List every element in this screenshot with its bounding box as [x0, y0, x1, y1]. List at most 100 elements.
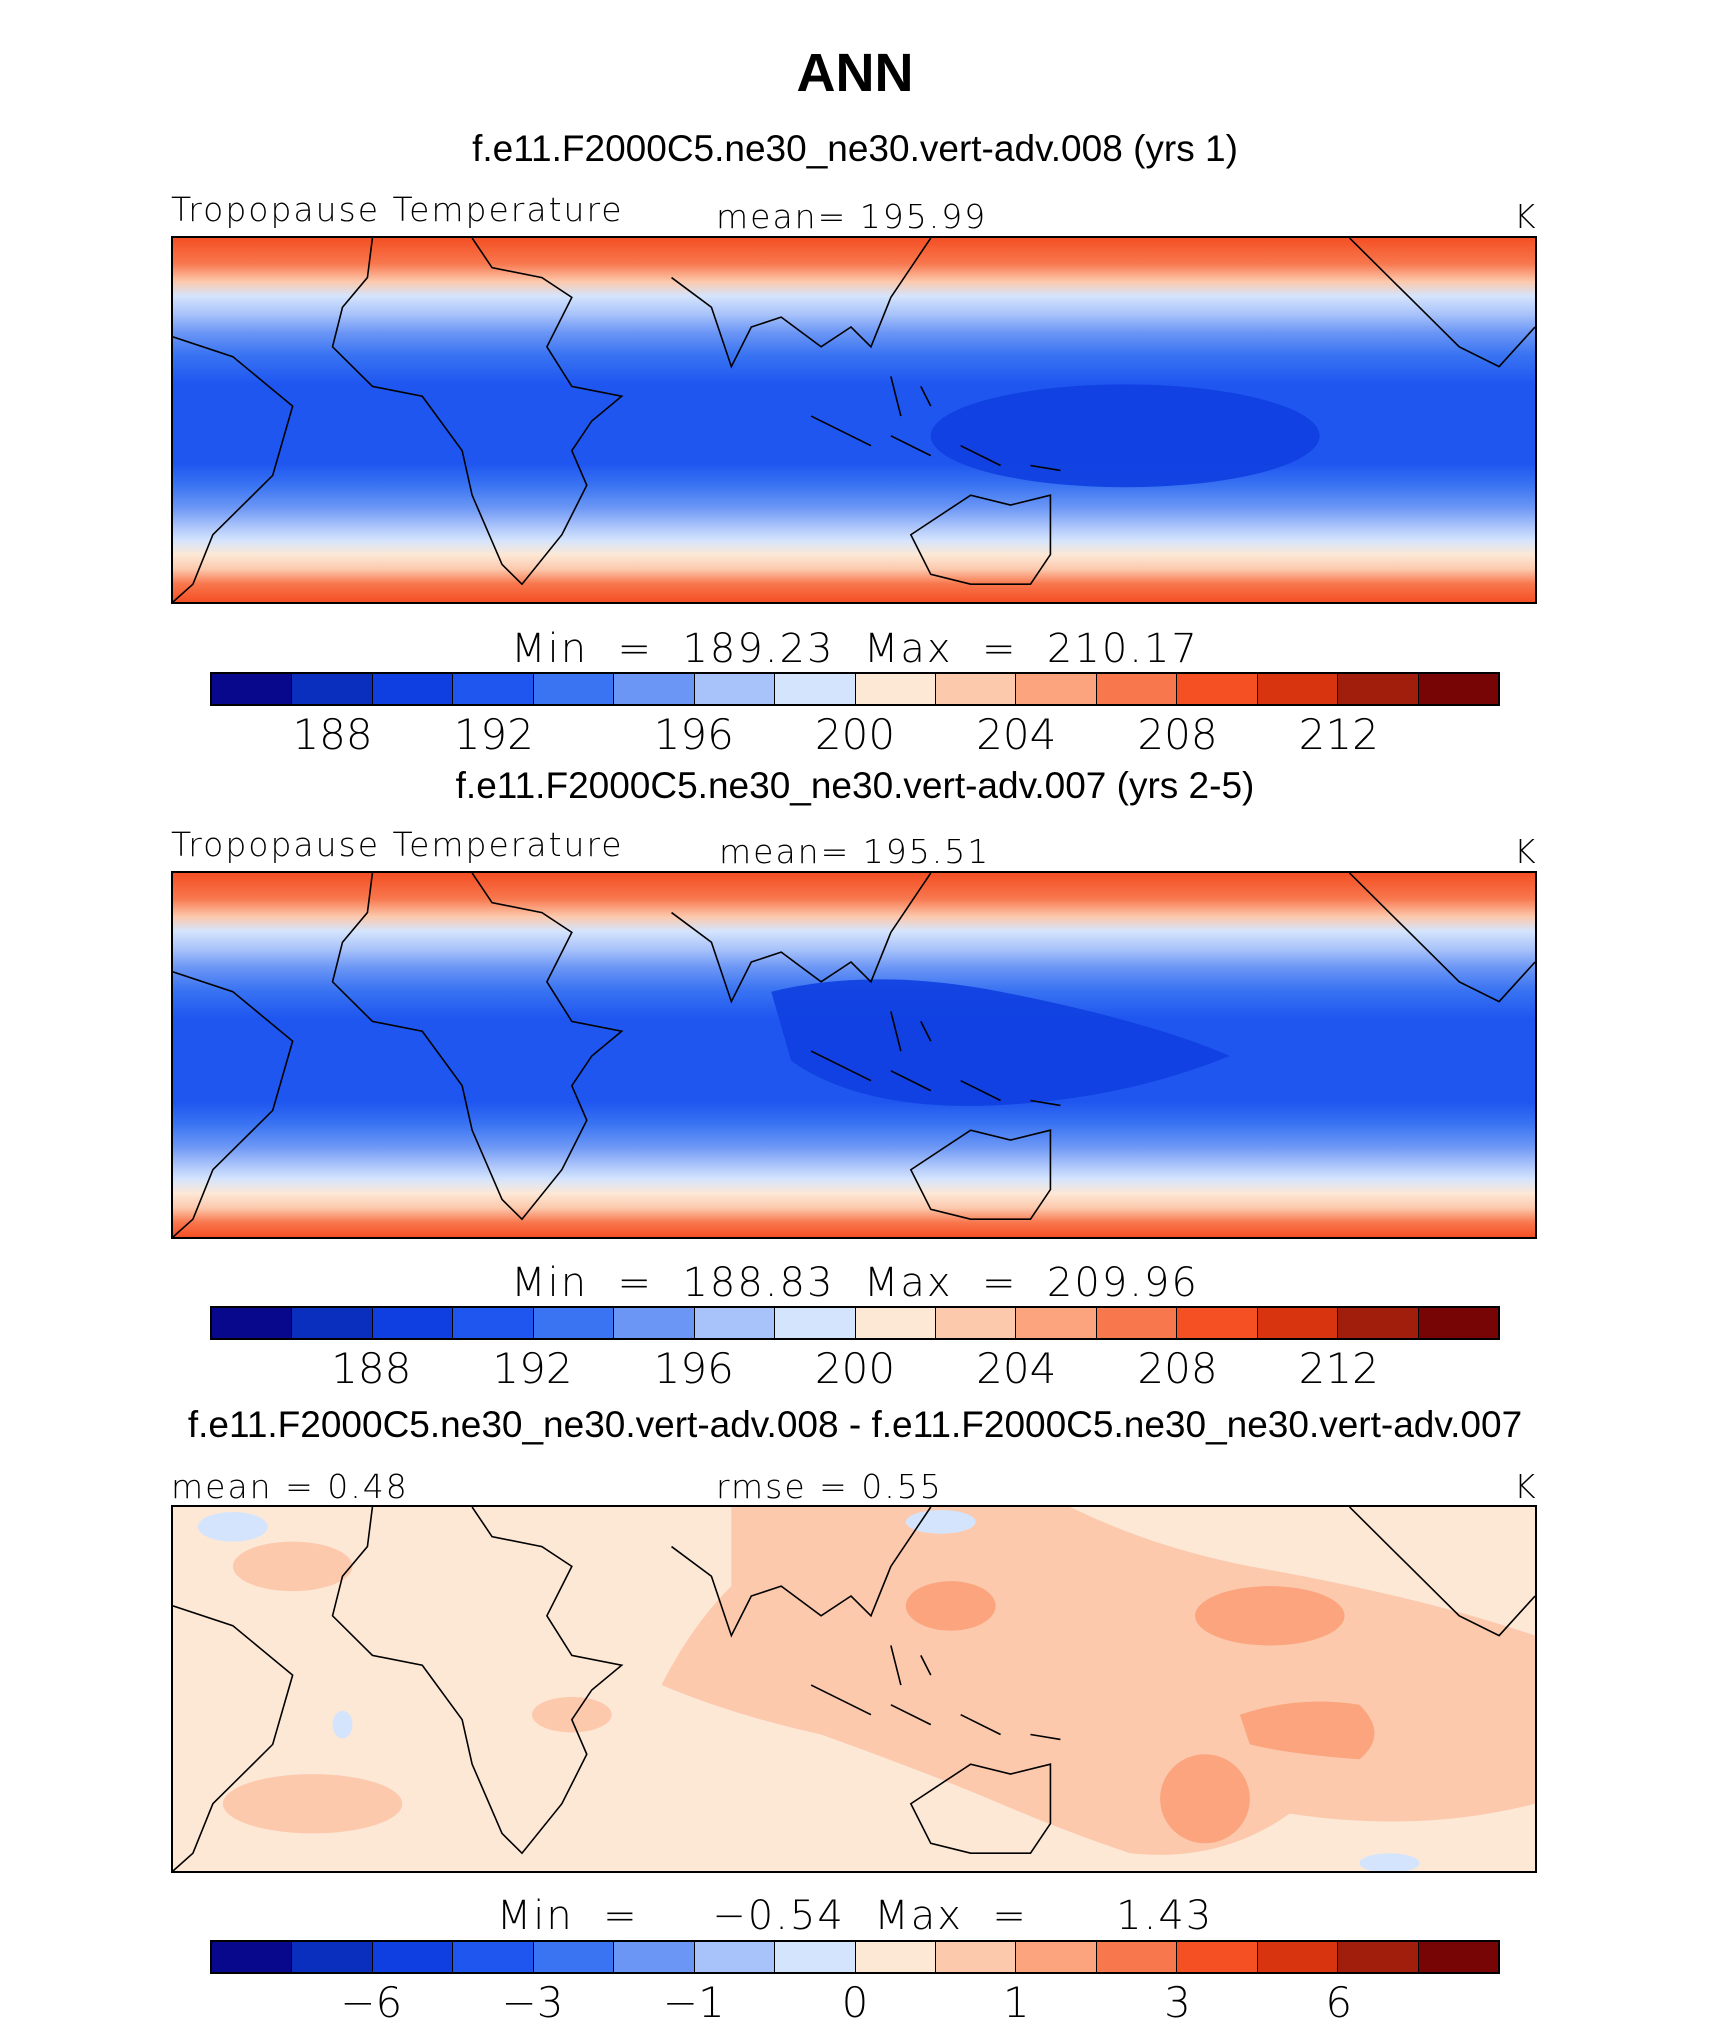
- panel-3-mean-label: mean = 0.48: [171, 1467, 409, 1506]
- panel-1-minmax: Min = 189.23 Max = 210.17: [511, 626, 1199, 672]
- tick-label: 204: [976, 1344, 1057, 1393]
- tick-label: 192: [453, 710, 534, 759]
- panel-1-title: f.e11.F2000C5.ne30_ne30.vert-adv.008 (yr…: [472, 128, 1238, 169]
- tick-label: −3: [501, 1978, 564, 2027]
- tick-label: 196: [653, 710, 734, 759]
- tick-label: −1: [662, 1978, 725, 2027]
- panel-2-minmax: Min = 188.83 Max = 209.96: [511, 1260, 1199, 1306]
- colorbar-cell: [1177, 674, 1258, 704]
- colorbar-cell: [212, 1942, 293, 1972]
- panel-1-variable-label: Tropopause Temperature: [171, 190, 624, 229]
- panel-1-warm-pool-minimum: [930, 384, 1320, 488]
- tick-label: 208: [1137, 710, 1218, 759]
- panel-2-colorbar: [210, 1306, 1500, 1340]
- panel-2-units: K: [1514, 832, 1538, 871]
- tick-label: 1: [1002, 1978, 1030, 2027]
- tick-label: 208: [1137, 1344, 1218, 1393]
- colorbar-cell: [1096, 1942, 1178, 1972]
- tick-label: 0: [841, 1978, 869, 2027]
- colorbar-cell: [855, 674, 936, 704]
- tick-label: 192: [492, 1344, 573, 1393]
- colorbar-cell: [775, 1942, 856, 1972]
- colorbar-cell: [775, 674, 856, 704]
- colorbar-cell: [372, 674, 454, 704]
- panel-3-map: [171, 1505, 1537, 1873]
- colorbar-cell: [533, 1308, 615, 1338]
- colorbar-cell: [453, 1942, 534, 1972]
- colorbar-cell: [1418, 674, 1498, 704]
- panel-3-negative-anomalies: [197, 1509, 1420, 1871]
- colorbar-cell: [935, 1942, 1017, 1972]
- tick-label: 204: [976, 710, 1057, 759]
- colorbar-cell: [533, 1942, 615, 1972]
- tick-label: 212: [1298, 710, 1379, 759]
- panel-2-mean-label: mean= 195.51: [719, 832, 991, 871]
- colorbar-cell: [1096, 674, 1178, 704]
- panel-2-coastlines: [173, 873, 1535, 1237]
- tick-label: 196: [653, 1344, 734, 1393]
- panel-2-title: f.e11.F2000C5.ne30_ne30.vert-adv.007 (yr…: [455, 765, 1255, 806]
- panel-3-colorbar: [210, 1940, 1500, 1974]
- colorbar-cell: [775, 1308, 856, 1338]
- colorbar-cell: [935, 674, 1017, 704]
- colorbar-cell: [453, 674, 534, 704]
- colorbar-cell: [292, 1308, 373, 1338]
- panel-3-coastlines: [173, 1507, 1535, 1871]
- tick-label: 188: [331, 1344, 412, 1393]
- colorbar-cell: [533, 674, 615, 704]
- panel-3-rmse-label: rmse = 0.55: [716, 1467, 943, 1506]
- tick-label: 188: [292, 710, 373, 759]
- colorbar-cell: [1418, 1942, 1498, 1972]
- tick-label: 200: [814, 710, 896, 759]
- colorbar-cell: [1016, 674, 1097, 704]
- colorbar-cell: [694, 1942, 776, 1972]
- panel-1-map: [171, 236, 1537, 604]
- panel-3-strong-positive-anomalies: [905, 1581, 1375, 1844]
- colorbar-cell: [1257, 1942, 1339, 1972]
- panel-2-map: [171, 871, 1537, 1239]
- colorbar-cell: [614, 674, 695, 704]
- tick-label: 212: [1298, 1344, 1379, 1393]
- colorbar-cell: [1257, 1308, 1339, 1338]
- panel-1-colorbar-ticks: 188 192 196 200 204 208 212: [210, 710, 1500, 759]
- colorbar-cell: [855, 1942, 936, 1972]
- panel-2-warm-pool-minimum: [771, 979, 1230, 1106]
- colorbar-cell: [212, 674, 293, 704]
- panel-3-minmax: Min = −0.54 Max = 1.43: [496, 1893, 1214, 1939]
- tick-label: −6: [340, 1978, 403, 2027]
- colorbar-cell: [694, 674, 776, 704]
- panel-3-title: f.e11.F2000C5.ne30_ne30.vert-adv.008 - f…: [187, 1404, 1523, 1445]
- colorbar-cell: [1418, 1308, 1498, 1338]
- panel-2-colorbar-ticks: 188 192 196 200 204 208 212: [210, 1344, 1500, 1393]
- panel-2-variable-label: Tropopause Temperature: [171, 825, 624, 864]
- tick-label: 3: [1164, 1978, 1191, 2027]
- colorbar-cell: [1338, 1308, 1419, 1338]
- tick-label: 200: [814, 1344, 896, 1393]
- colorbar-cell: [1177, 1942, 1258, 1972]
- colorbar-cell: [1016, 1308, 1097, 1338]
- panel-3-units: K: [1514, 1467, 1538, 1506]
- colorbar-cell: [1096, 1308, 1178, 1338]
- panel-3-colorbar-ticks: −6 −3 −1 0 1 3 6: [210, 1978, 1500, 2027]
- colorbar-cell: [1016, 1942, 1097, 1972]
- tick-label: 6: [1325, 1978, 1353, 2027]
- panel-1-coastlines: [173, 238, 1535, 602]
- colorbar-cell: [1257, 674, 1339, 704]
- colorbar-cell: [292, 1942, 373, 1972]
- panel-1-field: [173, 238, 1535, 602]
- colorbar-cell: [453, 1308, 534, 1338]
- panel-1-mean-label: mean= 195.99: [716, 197, 988, 236]
- colorbar-cell: [1338, 674, 1419, 704]
- colorbar-cell: [694, 1308, 776, 1338]
- colorbar-cell: [614, 1308, 695, 1338]
- colorbar-cell: [1338, 1942, 1419, 1972]
- colorbar-cell: [935, 1308, 1017, 1338]
- colorbar-cell: [1177, 1308, 1258, 1338]
- colorbar-cell: [855, 1308, 936, 1338]
- panel-1-units: K: [1514, 197, 1538, 236]
- colorbar-cell: [292, 674, 373, 704]
- colorbar-cell: [212, 1308, 293, 1338]
- colorbar-cell: [372, 1308, 454, 1338]
- figure-title: ANN: [796, 43, 914, 103]
- colorbar-cell: [372, 1942, 454, 1972]
